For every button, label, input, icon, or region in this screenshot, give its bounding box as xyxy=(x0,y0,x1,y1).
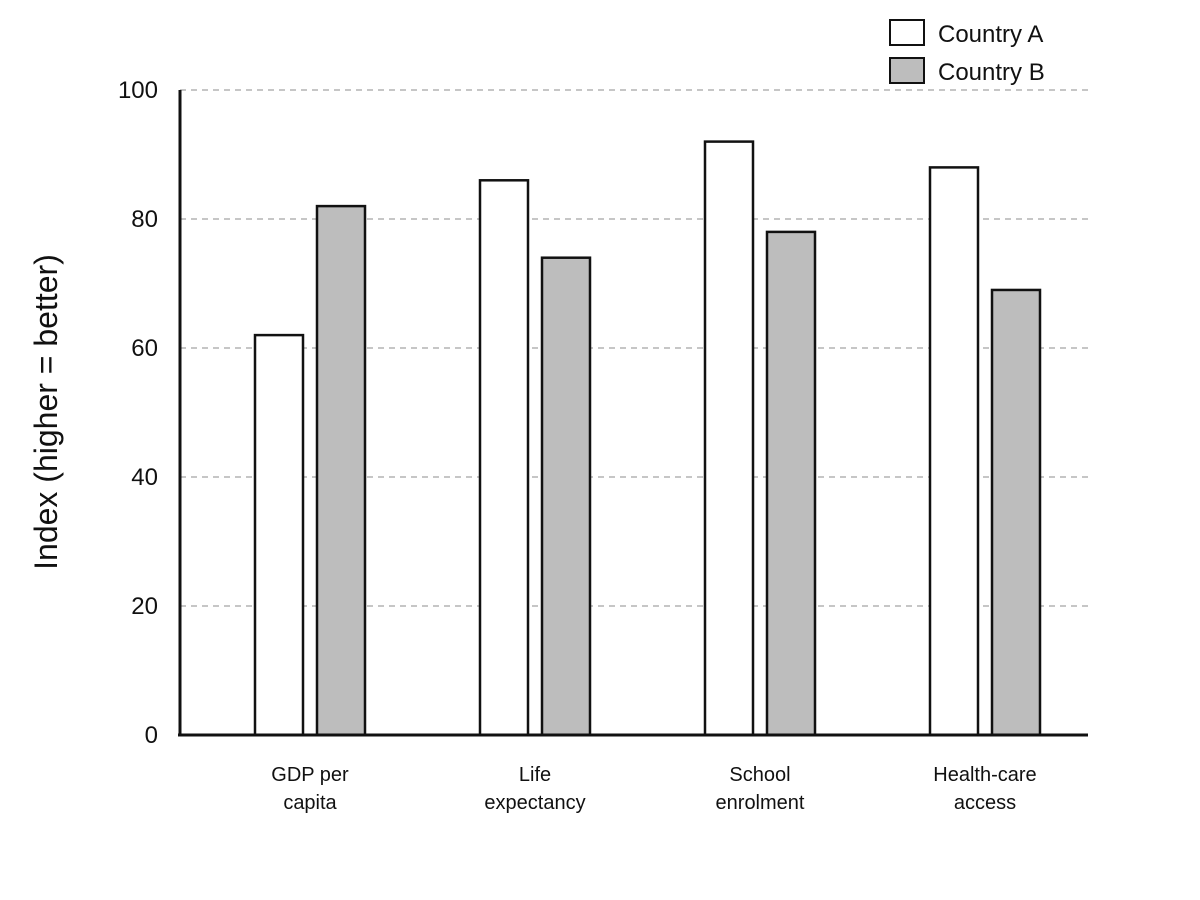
y-tick-label: 60 xyxy=(131,335,158,362)
x-tick-labels: GDP per capita Life expectancy School enrolme… xyxy=(271,764,1036,814)
bar-country-b-1 xyxy=(540,256,592,737)
legend-label: Country A xyxy=(938,21,1043,48)
bar-country-b-2 xyxy=(765,230,817,737)
x-tick-label: expectancy xyxy=(484,792,585,814)
legend: Country A Country B xyxy=(889,19,1045,86)
bar-country-b-0 xyxy=(315,204,367,737)
x-tick-label: access xyxy=(954,792,1016,814)
y-axis-title: Index (higher = better) xyxy=(28,254,64,570)
bar-country-b-3 xyxy=(990,288,1042,737)
bar-country-a-0 xyxy=(253,333,305,737)
bars xyxy=(253,140,1042,737)
x-tick-label: GDP per xyxy=(271,764,349,786)
y-tick-label: 100 xyxy=(118,77,158,104)
y-tick-label: 40 xyxy=(131,464,158,491)
legend-label: Country B xyxy=(938,59,1045,86)
y-tick-label: 80 xyxy=(131,206,158,233)
y-tick-labels: 0 20 40 60 80 100 xyxy=(118,77,158,749)
y-tick-label: 0 xyxy=(145,722,158,749)
x-tick-label: capita xyxy=(283,792,337,814)
legend-swatch xyxy=(889,57,925,84)
x-tick-label: Health-care xyxy=(933,764,1036,786)
axes xyxy=(178,90,1088,737)
x-tick-label: School xyxy=(729,764,790,786)
bar-country-a-3 xyxy=(928,166,980,737)
bar-country-a-2 xyxy=(703,140,755,737)
bar-country-a-1 xyxy=(478,179,530,737)
x-tick-label: Life xyxy=(519,764,551,786)
legend-swatch xyxy=(889,19,925,46)
x-tick-label: enrolment xyxy=(716,792,805,814)
y-tick-label: 20 xyxy=(131,593,158,620)
gridlines xyxy=(180,89,1088,607)
